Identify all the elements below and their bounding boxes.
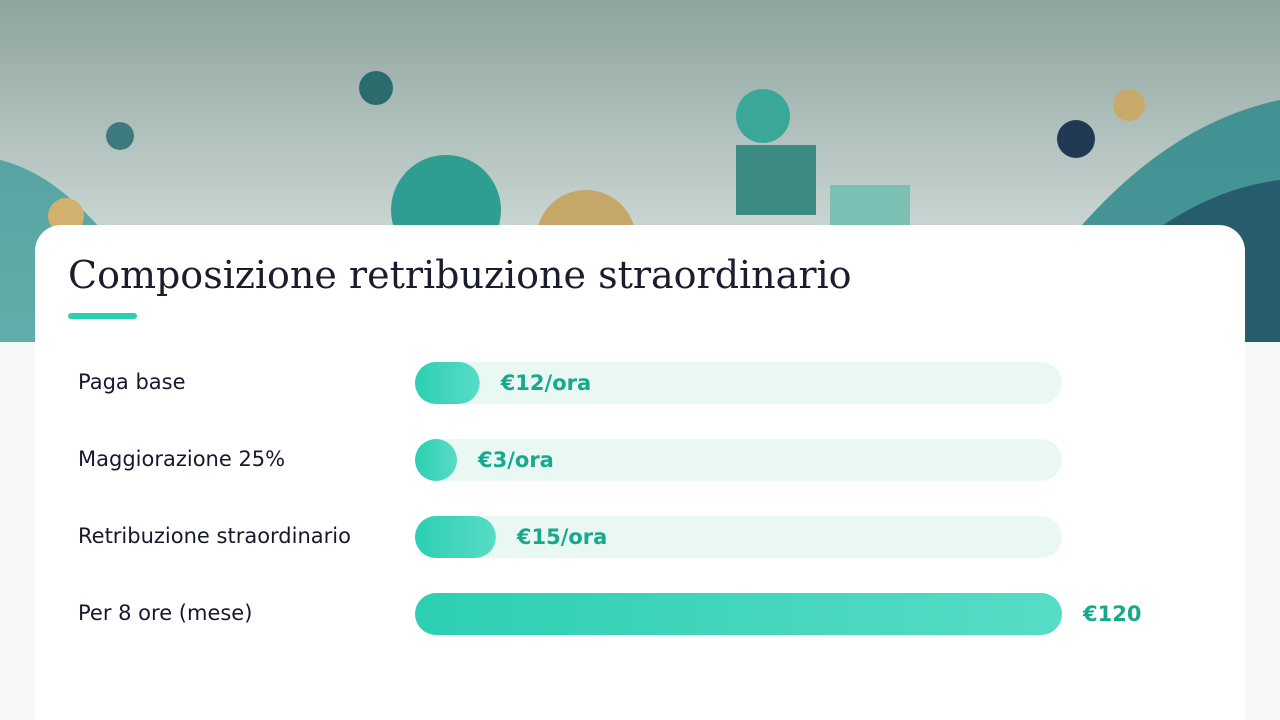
value-label: €12/ora bbox=[500, 371, 591, 395]
category-label: Paga base bbox=[78, 370, 186, 394]
bar bbox=[415, 516, 496, 558]
value-label: €120 bbox=[1082, 602, 1141, 626]
category-label: Maggiorazione 25% bbox=[78, 447, 285, 471]
category-label: Per 8 ore (mese) bbox=[78, 601, 252, 625]
title-underline bbox=[68, 313, 137, 319]
bar bbox=[415, 439, 457, 481]
bar-track bbox=[415, 439, 1062, 481]
category-label: Retribuzione straordinario bbox=[78, 524, 351, 548]
value-label: €15/ora bbox=[516, 525, 607, 549]
chart-title: Composizione retribuzione straordinario bbox=[68, 253, 852, 297]
bar bbox=[415, 593, 1062, 635]
bar-track bbox=[415, 362, 1062, 404]
value-label: €3/ora bbox=[477, 448, 554, 472]
bar-track bbox=[415, 516, 1062, 558]
bar bbox=[415, 362, 480, 404]
